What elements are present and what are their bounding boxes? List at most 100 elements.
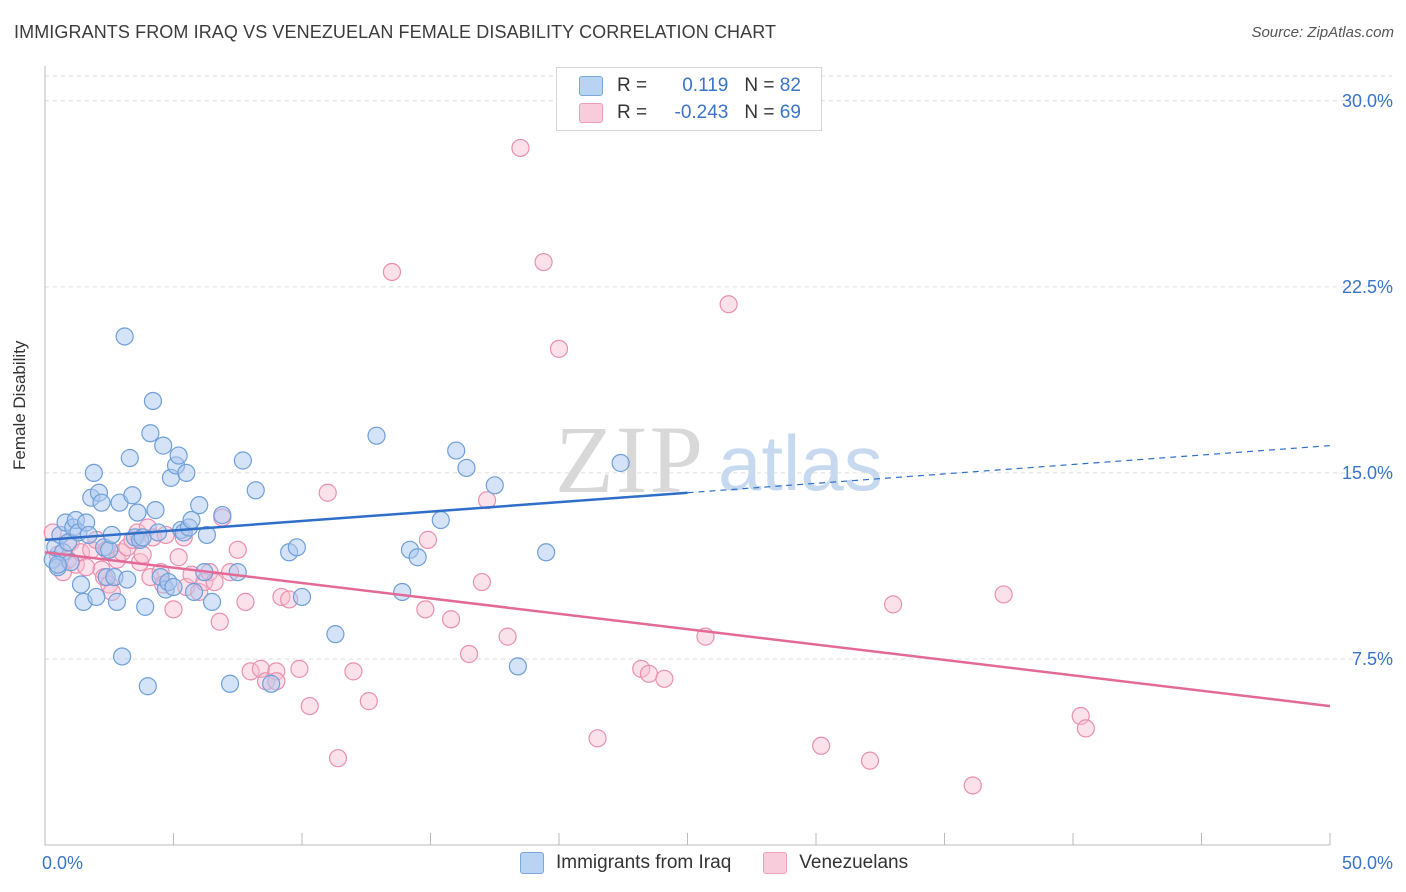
iraq-point <box>182 510 201 530</box>
iraq-point <box>177 463 196 483</box>
series-swatch-iraq <box>520 852 544 874</box>
venezuelans-point <box>228 540 247 559</box>
iraq-point <box>154 436 173 455</box>
venezuelans-point <box>169 548 188 567</box>
legend-swatch-iraq <box>579 76 603 96</box>
series-legend-venezuelans: Venezuelans <box>763 852 908 874</box>
iraq-point <box>141 424 160 443</box>
venezuelans-point <box>511 138 530 158</box>
venezuelans-point <box>994 585 1013 604</box>
venezuelans-point <box>359 692 378 711</box>
iraq-point <box>326 625 345 644</box>
iraq-point <box>457 458 476 478</box>
iraq-point <box>184 582 204 602</box>
correlation-legend: R = 0.119 N = 82 R = -0.243 N = 69 <box>556 67 822 131</box>
iraq-trendline <box>44 491 688 542</box>
venezuelans-point <box>133 545 152 564</box>
legend-n-label: N = <box>744 102 780 123</box>
iraq-point <box>128 503 147 522</box>
watermark-atlas: atlas <box>718 419 883 507</box>
venezuelans-point <box>1076 719 1095 738</box>
iraq-point <box>164 577 183 597</box>
legend-n-value: 82 <box>779 75 801 96</box>
y-tick-label: 15.0% <box>1342 463 1393 483</box>
venezuelans-point <box>719 295 738 314</box>
venezuelans-point <box>416 600 435 619</box>
series-label-venezuelans: Venezuelans <box>799 852 909 873</box>
venezuelans-point <box>883 595 903 614</box>
iraq-point <box>138 677 157 696</box>
iraq-point <box>79 525 98 545</box>
venezuelans-point <box>534 252 553 272</box>
venezuelans-point <box>344 662 363 681</box>
y-tick-label: 7.5% <box>1352 649 1393 669</box>
venezuelans-point <box>639 664 659 683</box>
iraq-point <box>190 496 209 515</box>
venezuelans-point <box>164 600 183 619</box>
trend-lines <box>44 445 1331 708</box>
venezuelans-point <box>655 669 674 688</box>
venezuelans-point <box>860 751 880 770</box>
iraq-point <box>84 463 103 483</box>
venezuelans-point <box>498 627 517 646</box>
iraq-point <box>233 451 252 470</box>
legend-r-value: 0.119 <box>682 75 729 96</box>
iraq-point <box>431 510 450 530</box>
tick-labels: 7.5% 15.0% 22.5% 30.0% 0.0% 50.0% <box>42 91 1393 873</box>
axes <box>44 66 1331 846</box>
iraq-point <box>136 597 155 616</box>
venezuelans-point <box>459 644 479 664</box>
iraq-point <box>292 587 312 607</box>
iraq-point <box>143 391 163 411</box>
iraq-point <box>537 543 556 562</box>
venezuelans-point <box>812 736 831 755</box>
iraq-point <box>611 453 630 473</box>
legend-row-iraq: R = 0.119 N = 82 <box>579 73 801 99</box>
legend-row-venezuelans: R = -0.243 N = 69 <box>579 100 801 126</box>
grid-lines <box>45 75 1392 660</box>
iraq-point <box>228 563 247 582</box>
iraq-point <box>447 441 466 460</box>
watermark: ZIP atlas <box>555 406 883 513</box>
venezuelans-point <box>382 262 402 282</box>
venezuelans-trendline <box>44 551 1331 708</box>
y-tick-label: 30.0% <box>1342 91 1393 111</box>
iraq-point <box>169 446 188 465</box>
iraq-points <box>43 327 630 696</box>
iraq-point <box>485 476 504 495</box>
iraq-point <box>508 657 527 676</box>
iraq-point <box>120 448 139 468</box>
iraq-point <box>393 582 412 602</box>
iraq-point <box>287 538 306 557</box>
chart-title: IMMIGRANTS FROM IRAQ VS VENEZUELAN FEMAL… <box>14 22 777 42</box>
iraq-point <box>115 327 134 346</box>
venezuelans-point <box>300 696 319 716</box>
iraq-point <box>220 674 240 693</box>
iraq-point <box>246 481 265 500</box>
venezuelans-point <box>290 659 309 678</box>
iraq-point <box>112 647 132 666</box>
venezuelans-point <box>210 612 229 631</box>
y-tick-label: 22.5% <box>1342 277 1393 297</box>
venezuelans-point <box>236 592 255 611</box>
legend-n-value: 69 <box>779 102 801 123</box>
iraq-point <box>92 493 111 512</box>
iraq-point <box>107 592 127 611</box>
x-tick-label: 50.0% <box>1342 853 1393 873</box>
iraq-point <box>146 501 165 520</box>
legend-r-label: R = <box>617 75 653 96</box>
venezuelans-point <box>318 483 337 502</box>
venezuelans-point <box>963 776 982 795</box>
legend-r-value: -0.243 <box>674 102 729 123</box>
series-label-iraq: Immigrants from Iraq <box>556 852 732 873</box>
iraq-trendline-extension <box>687 445 1331 494</box>
iraq-point <box>123 486 142 505</box>
iraq-point <box>202 592 222 611</box>
venezuelans-point <box>441 610 461 629</box>
legend-n-label: N = <box>744 75 780 96</box>
series-legend: Immigrants from Iraq Venezuelans <box>520 852 940 874</box>
series-swatch-venezuelans <box>763 852 788 874</box>
legend-r-label: R = <box>617 102 653 123</box>
iraq-point <box>408 548 427 567</box>
